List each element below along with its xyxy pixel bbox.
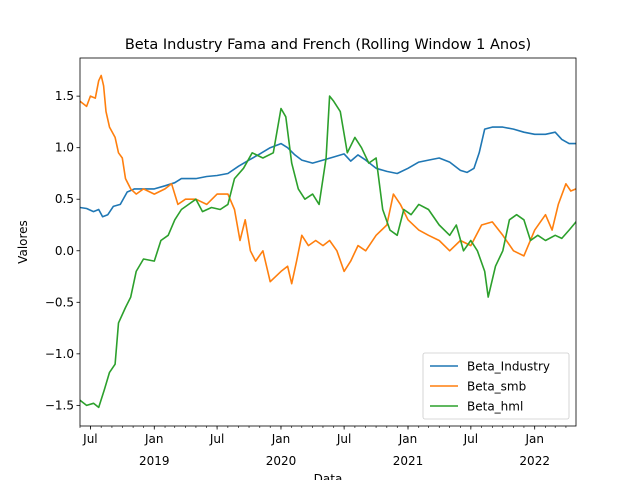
x-tick-label: Jul bbox=[463, 432, 478, 446]
series-line-beta-hml bbox=[80, 95, 576, 409]
x-tick-year-label: 2020 bbox=[266, 454, 297, 468]
y-tick-label: 0.5 bbox=[55, 192, 74, 206]
y-tick-label: 1.5 bbox=[55, 89, 74, 103]
y-axis: 1.5 1.0 0.5 0.0 −0.5 −1.0 −1.5 bbox=[45, 89, 80, 412]
y-tick-label: −1.0 bbox=[45, 347, 74, 361]
series-line-beta-smb bbox=[80, 74, 576, 285]
legend-label: Beta_hml bbox=[467, 400, 523, 414]
legend-label: Beta_Industry bbox=[467, 360, 550, 374]
x-tick-label: Jul bbox=[82, 432, 97, 446]
series-layer bbox=[80, 74, 576, 409]
x-tick-year-label: 2019 bbox=[139, 454, 170, 468]
chart-title: Beta Industry Fama and French (Rolling W… bbox=[125, 37, 531, 53]
x-tick-label: Jul bbox=[336, 432, 351, 446]
x-tick-label: Jul bbox=[209, 432, 224, 446]
y-tick-label: −0.5 bbox=[45, 295, 74, 309]
y-tick-label: −1.5 bbox=[45, 398, 74, 412]
x-tick-label: Jan bbox=[271, 432, 291, 446]
legend: Beta_Industry Beta_smb Beta_hml bbox=[422, 352, 570, 420]
series-line-beta-industry bbox=[80, 126, 576, 218]
axes-frame bbox=[79, 57, 577, 427]
x-axis: Jul Jan 2019 Jul Jan 2020 Jul Jan 2021 Jul Jan 2022 bbox=[79, 426, 567, 468]
y-tick-label: 0.0 bbox=[55, 244, 74, 258]
legend-label: Beta_smb bbox=[467, 380, 526, 394]
legend-frame bbox=[422, 352, 570, 420]
x-tick-label: Jan bbox=[144, 432, 164, 446]
x-axis-label: Data bbox=[314, 472, 343, 480]
plot-area: 1.5 1.0 0.5 0.0 −0.5 −1.0 −1.5 Jul Jan 2019 Jul Ja… bbox=[45, 57, 577, 468]
x-tick-label: Jan bbox=[524, 432, 544, 446]
x-tick-year-label: 2021 bbox=[393, 454, 424, 468]
y-axis-label: Valores bbox=[16, 220, 30, 264]
x-tick-label: Jan bbox=[398, 432, 418, 446]
y-tick-label: 1.0 bbox=[55, 141, 74, 155]
x-tick-year-label: 2022 bbox=[519, 454, 550, 468]
